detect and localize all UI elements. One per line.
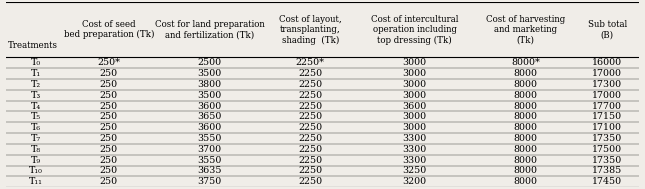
Text: 3000: 3000 <box>402 91 426 100</box>
Text: 8000: 8000 <box>513 156 538 165</box>
Text: T₄: T₄ <box>31 101 41 111</box>
Text: 250: 250 <box>100 145 118 154</box>
Text: 250: 250 <box>100 177 118 186</box>
Text: 2250: 2250 <box>298 80 322 89</box>
Text: 8000: 8000 <box>513 112 538 121</box>
Text: 17000: 17000 <box>592 91 622 100</box>
Text: 3635: 3635 <box>197 166 222 175</box>
Text: 8000: 8000 <box>513 91 538 100</box>
Text: 3650: 3650 <box>197 112 222 121</box>
Text: 17100: 17100 <box>592 123 622 132</box>
Text: 3000: 3000 <box>402 80 426 89</box>
Text: 3000: 3000 <box>402 112 426 121</box>
Text: 17000: 17000 <box>592 69 622 78</box>
Text: 3550: 3550 <box>197 134 222 143</box>
Text: Sub total
(B): Sub total (B) <box>588 20 627 39</box>
Text: Cost of harvesting
and marketing
(Tk): Cost of harvesting and marketing (Tk) <box>486 15 565 45</box>
Text: 8000: 8000 <box>513 69 538 78</box>
Text: 17300: 17300 <box>592 80 622 89</box>
Text: 2250: 2250 <box>298 69 322 78</box>
Text: T₁₁: T₁₁ <box>29 177 43 186</box>
Text: 250: 250 <box>100 69 118 78</box>
Text: 2250: 2250 <box>298 91 322 100</box>
Text: T₁₀: T₁₀ <box>29 166 43 175</box>
Text: 2250: 2250 <box>298 101 322 111</box>
Text: 8000: 8000 <box>513 134 538 143</box>
Text: 3600: 3600 <box>402 101 426 111</box>
Text: 3750: 3750 <box>197 177 222 186</box>
Text: 3600: 3600 <box>197 101 222 111</box>
Text: 3000: 3000 <box>402 58 426 67</box>
Text: T₈: T₈ <box>31 145 41 154</box>
Text: Cost of intercultural
operation including
top dressing (Tk): Cost of intercultural operation includin… <box>371 15 459 45</box>
Text: 2250*: 2250* <box>296 58 325 67</box>
Text: 2250: 2250 <box>298 145 322 154</box>
Text: T₇: T₇ <box>31 134 41 143</box>
Text: 2250: 2250 <box>298 112 322 121</box>
Text: T₁: T₁ <box>31 69 41 78</box>
Text: 3250: 3250 <box>402 166 426 175</box>
Text: 250: 250 <box>100 112 118 121</box>
Text: 8000: 8000 <box>513 145 538 154</box>
Text: 17385: 17385 <box>592 166 622 175</box>
Text: 3200: 3200 <box>402 177 426 186</box>
Text: 250: 250 <box>100 91 118 100</box>
Text: Cost of layout,
transplanting,
shading  (Tk): Cost of layout, transplanting, shading (… <box>279 15 342 45</box>
Text: T₂: T₂ <box>31 80 41 89</box>
Text: T₀: T₀ <box>31 58 41 67</box>
Text: 250: 250 <box>100 101 118 111</box>
Text: Cost for land preparation
and fertilization (Tk): Cost for land preparation and fertilizat… <box>155 20 264 39</box>
Text: 3550: 3550 <box>197 156 222 165</box>
Text: T₆: T₆ <box>31 123 41 132</box>
Text: 3500: 3500 <box>197 91 222 100</box>
Text: 3500: 3500 <box>197 69 222 78</box>
Text: 3300: 3300 <box>402 156 426 165</box>
Text: 250: 250 <box>100 134 118 143</box>
Text: Treatments: Treatments <box>8 41 57 50</box>
Text: 8000: 8000 <box>513 177 538 186</box>
Text: 17150: 17150 <box>592 112 622 121</box>
Text: 17500: 17500 <box>592 145 622 154</box>
Text: 8000: 8000 <box>513 166 538 175</box>
Text: 3000: 3000 <box>402 69 426 78</box>
Text: 8000: 8000 <box>513 101 538 111</box>
Text: 3000: 3000 <box>402 123 426 132</box>
Text: 8000: 8000 <box>513 80 538 89</box>
Text: 2250: 2250 <box>298 134 322 143</box>
Text: 250: 250 <box>100 156 118 165</box>
Text: 16000: 16000 <box>592 58 622 67</box>
Text: 8000: 8000 <box>513 123 538 132</box>
Text: 2250: 2250 <box>298 123 322 132</box>
Text: 3600: 3600 <box>197 123 222 132</box>
Text: 250: 250 <box>100 80 118 89</box>
Text: 250: 250 <box>100 123 118 132</box>
Text: 250*: 250* <box>97 58 121 67</box>
Text: 3300: 3300 <box>402 134 426 143</box>
Text: 2500: 2500 <box>197 58 222 67</box>
Text: 8000*: 8000* <box>511 58 540 67</box>
Text: 17350: 17350 <box>592 134 622 143</box>
Text: 2250: 2250 <box>298 177 322 186</box>
Text: 3300: 3300 <box>402 145 426 154</box>
Text: 17700: 17700 <box>592 101 622 111</box>
Text: 3700: 3700 <box>197 145 222 154</box>
Text: 250: 250 <box>100 166 118 175</box>
Text: 2250: 2250 <box>298 166 322 175</box>
Text: 17450: 17450 <box>592 177 622 186</box>
Text: T₃: T₃ <box>31 91 41 100</box>
Text: Cost of seed
bed preparation (Tk): Cost of seed bed preparation (Tk) <box>64 20 154 40</box>
Text: 2250: 2250 <box>298 156 322 165</box>
Text: T₅: T₅ <box>31 112 41 121</box>
Text: T₉: T₉ <box>31 156 41 165</box>
Text: 3800: 3800 <box>197 80 222 89</box>
Text: 17350: 17350 <box>592 156 622 165</box>
